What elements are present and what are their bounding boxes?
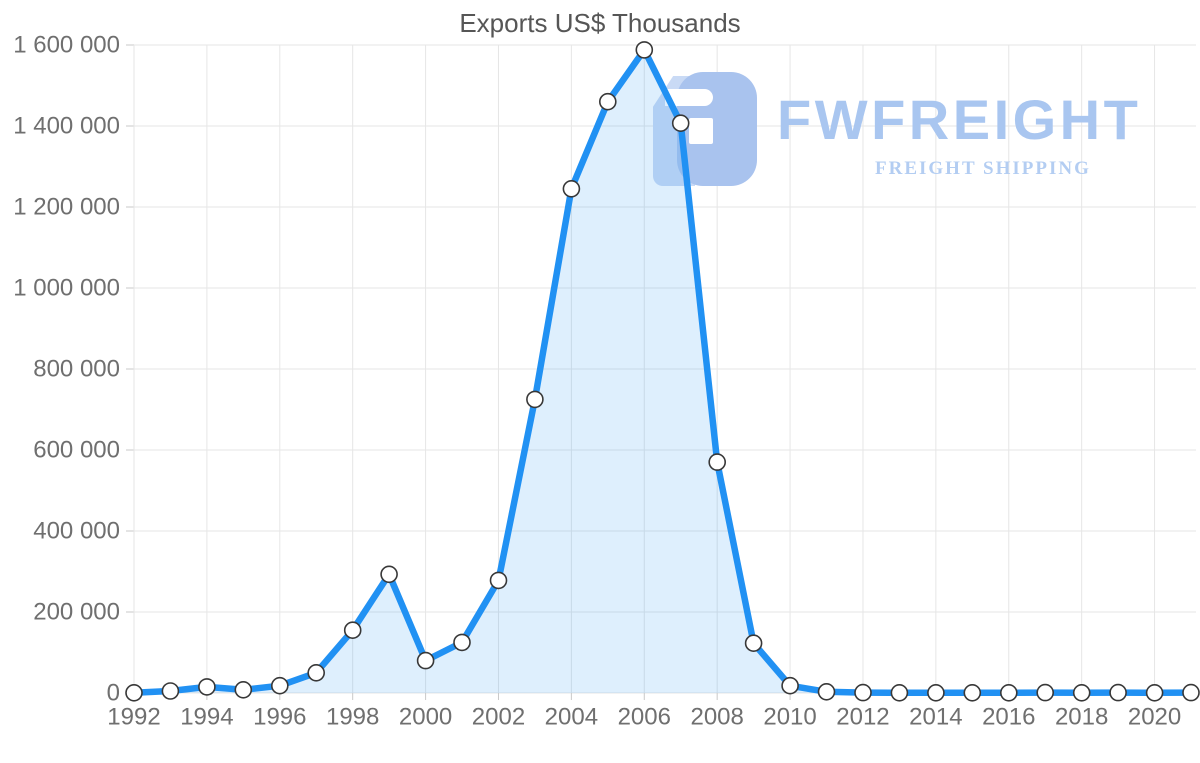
data-point-marker <box>1072 683 1091 702</box>
x-axis-tick-label: 2006 <box>618 704 671 731</box>
data-point-marker <box>598 92 617 111</box>
x-axis-tick-label: 2016 <box>982 704 1035 731</box>
watermark-tagline-text: FREIGHT SHIPPING <box>875 158 1091 179</box>
x-axis-tick-label: 1994 <box>180 704 233 731</box>
data-point-marker <box>307 663 326 682</box>
y-axis-tick-label: 600 000 <box>33 437 120 464</box>
x-axis-tick-label: 2012 <box>836 704 889 731</box>
y-axis-tick-label: 1 600 000 <box>13 32 120 59</box>
y-axis-tick-label: 1 400 000 <box>13 113 120 140</box>
data-point-marker <box>526 390 544 409</box>
watermark-logo-notch-middle <box>689 118 713 144</box>
data-point-marker <box>161 682 180 700</box>
data-point-marker <box>1036 683 1054 702</box>
data-point-marker <box>270 676 289 695</box>
data-point-marker <box>781 676 799 695</box>
chart-title: Exports US$ Thousands <box>459 8 741 38</box>
x-axis-tick-label: 2020 <box>1128 704 1181 731</box>
data-point-marker <box>708 453 727 471</box>
data-point-marker <box>1109 683 1127 702</box>
x-axis-tick-label: 1996 <box>253 704 306 731</box>
data-point-marker <box>1145 683 1164 702</box>
watermark-brand-text: FWFREIGHT <box>777 88 1142 151</box>
y-axis-tick-label: 1 200 000 <box>13 194 120 221</box>
y-axis-tick-label: 0 <box>107 680 120 707</box>
data-point-marker <box>744 634 763 653</box>
data-point-marker <box>999 683 1018 702</box>
data-point-marker <box>963 683 982 702</box>
data-point-marker <box>453 633 471 652</box>
x-axis-tick-label: 2010 <box>763 704 816 731</box>
x-axis-tick-label: 2018 <box>1055 704 1108 731</box>
data-point-marker <box>562 180 581 198</box>
data-point-marker <box>854 683 872 702</box>
series-area-fill <box>134 49 1191 693</box>
y-axis-tick-label: 200 000 <box>33 599 120 626</box>
y-axis-tick-label: 800 000 <box>33 356 120 383</box>
data-point-marker <box>671 114 690 132</box>
data-point-marker <box>234 680 253 699</box>
data-point-marker <box>125 683 143 702</box>
data-point-marker <box>635 41 654 59</box>
x-axis-tick-label: 2014 <box>909 704 962 731</box>
data-point-marker <box>890 683 909 702</box>
data-point-marker <box>927 683 945 702</box>
data-point-marker <box>380 565 398 584</box>
x-axis-tick-label: 2000 <box>399 704 452 731</box>
watermark-logo-icon <box>653 72 757 186</box>
data-point-marker <box>343 621 362 640</box>
y-axis-tick-label: 400 000 <box>33 518 120 545</box>
x-axis-tick-label: 2002 <box>472 704 525 731</box>
data-point-marker <box>817 682 836 701</box>
data-point-marker <box>1182 683 1200 702</box>
y-axis-tick-label: 1 000 000 <box>13 275 120 302</box>
data-point-marker <box>489 571 508 590</box>
x-axis-tick-label: 1998 <box>326 704 379 731</box>
x-axis-tick-label: 2004 <box>545 704 598 731</box>
data-point-marker <box>416 651 435 670</box>
x-axis-tick-label: 1992 <box>107 704 160 731</box>
x-axis-tick-label: 2008 <box>690 704 743 731</box>
watermark-logo-notch-top <box>665 89 713 106</box>
watermark: FWFREIGHT FREIGHT SHIPPING <box>653 72 1153 192</box>
data-point-marker <box>198 678 216 696</box>
